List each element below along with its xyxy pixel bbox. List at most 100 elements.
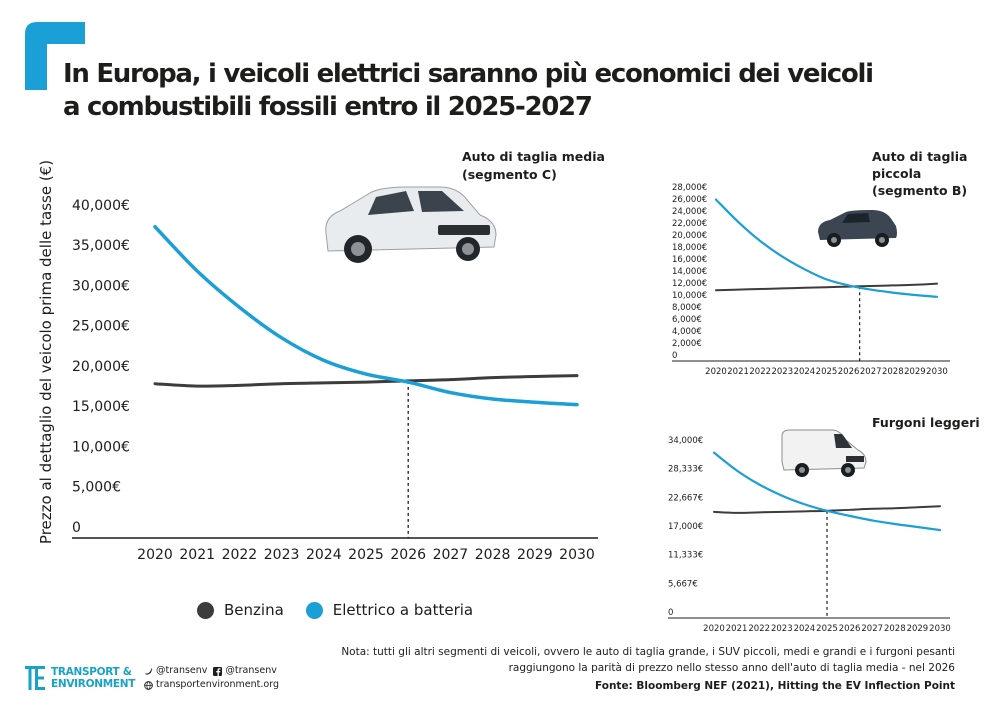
facebook-handle: @transenv: [225, 665, 277, 676]
twitter-handle: @transenv: [156, 665, 208, 676]
legend-item-petrol: Benzina: [197, 601, 284, 619]
facebook-icon: [213, 666, 223, 676]
x-tick-label: 2029: [517, 547, 553, 563]
x-tick-label: 2026: [839, 624, 861, 634]
y-tick-label: 26,000€: [672, 195, 707, 205]
main-y-axis-label: Prezzo al dettaglio del veicolo prima de…: [37, 160, 55, 544]
chart-light-vans: 34,000€ 28,333€ 22,667€ 17,000€ 11,333€ 5,667…: [668, 436, 951, 634]
y-tick-label: 5,667€: [668, 579, 698, 589]
brand-name-line-1: TRANSPORT &: [51, 666, 132, 678]
main-chart-title-line-2: (segmento C): [462, 167, 557, 182]
van-chart-title: Furgoni leggeri: [872, 415, 980, 430]
brand-name: TRANSPORT & ENVIRONMENT: [51, 666, 135, 690]
y-tick-label: 17,000€: [668, 522, 703, 532]
source-credit: Fonte: Bloomberg NEF (2021), Hitting the…: [594, 680, 955, 692]
y-tick-label: 24,000€: [672, 207, 707, 217]
y-tick-label: 34,000€: [668, 436, 703, 446]
y-tick-label: 20,000€: [72, 359, 130, 375]
footnote: Nota: tutti gli altri segmenti di veicol…: [315, 644, 955, 676]
y-tick-label: 40,000€: [72, 198, 130, 214]
x-tick-label: 2025: [348, 547, 384, 563]
x-tick-label: 2020: [137, 547, 173, 563]
legend-electric-label: Elettrico a batteria: [332, 601, 474, 619]
y-tick-label: 18,000€: [672, 243, 707, 253]
electric-series-line: [714, 198, 939, 298]
title-line-1: In Europa, i veicoli elettrici saranno p…: [63, 59, 874, 89]
website-url: transportenvironment.org: [156, 679, 279, 690]
brand-logo[interactable]: TRANSPORT & ENVIRONMENT: [25, 666, 135, 690]
y-tick-label: 35,000€: [72, 238, 130, 254]
x-tick-label: 2030: [559, 547, 595, 563]
x-tick-label: 2023: [264, 547, 300, 563]
y-tick-label: 25,000€: [72, 319, 130, 335]
corner-accent-mark: [25, 22, 85, 90]
petrol-series-line: [153, 374, 579, 388]
legend-petrol-swatch: [197, 601, 214, 619]
x-tick-label: 2030: [929, 624, 951, 634]
y-tick-label: 28,333€: [668, 465, 703, 475]
y-tick-label: 22,667€: [668, 493, 703, 503]
x-tick-label: 2027: [860, 367, 882, 377]
x-tick-label: 2021: [726, 624, 748, 634]
y-tick-label: 14,000€: [672, 267, 707, 277]
petrol-series-line: [715, 282, 938, 292]
x-tick-label: 2024: [306, 547, 342, 563]
y-tick-label: 0: [672, 351, 677, 361]
facebook-link[interactable]: @transenv: [213, 665, 277, 677]
x-tick-label: 2025: [816, 624, 838, 634]
y-tick-label: 10,000€: [72, 439, 130, 455]
x-tick-label: 2020: [705, 367, 727, 377]
chart-segment-c: 40,000€ 35,000€ 30,000€ 25,000€ 20,000€ 15,00…: [72, 198, 598, 563]
chart-segment-b: 28,000€ 26,000€ 24,000€ 22,000€ 20,000€ 18,00…: [672, 183, 950, 377]
electric-series-line: [712, 451, 942, 532]
twitter-icon: [144, 667, 153, 675]
x-tick-label: 2024: [794, 624, 816, 634]
x-tick-label: 2021: [179, 547, 215, 563]
y-tick-label: 5,000€: [72, 480, 121, 496]
y-tick-label: 11,333€: [668, 551, 703, 561]
y-tick-label: 6,000€: [672, 315, 702, 325]
social-links: @transenv @transenv transportenvironment…: [144, 665, 279, 691]
x-tick-label: 2023: [771, 367, 793, 377]
legend-electric-swatch: [305, 601, 323, 619]
brand-name-line-2: ENVIRONMENT: [51, 678, 136, 690]
footnote-line-2: raggiungono la parità di prezzo nello st…: [508, 662, 955, 674]
x-tick-label: 2023: [771, 624, 793, 634]
te-logo-icon: [25, 666, 45, 690]
x-tick-label: 2021: [727, 367, 749, 377]
x-tick-label: 2026: [390, 547, 426, 563]
y-tick-label: 15,000€: [72, 399, 130, 415]
small-chart-title-line-3: (segmento B): [872, 183, 967, 198]
x-tick-label: 2024: [794, 367, 816, 377]
y-tick-label: 22,000€: [672, 219, 707, 229]
x-tick-label: 2028: [882, 367, 904, 377]
electric-series-line: [153, 224, 579, 407]
y-tick-label: 2,000€: [672, 339, 702, 349]
y-tick-label: 12,000€: [672, 279, 707, 289]
y-tick-label: 10,000€: [672, 291, 707, 301]
x-tick-label: 2020: [703, 624, 725, 634]
y-tick-label: 4,000€: [672, 327, 702, 337]
x-tick-label: 2028: [884, 624, 906, 634]
website-link[interactable]: transportenvironment.org: [144, 679, 279, 691]
y-tick-label: 0: [72, 520, 81, 536]
y-tick-label: 28,000€: [672, 183, 707, 193]
y-tick-label: 16,000€: [672, 255, 707, 265]
x-tick-label: 2026: [838, 367, 860, 377]
x-tick-label: 2027: [433, 547, 469, 563]
x-tick-label: 2029: [904, 367, 926, 377]
legend: Benzina Elettrico a batteria: [197, 601, 495, 619]
small-chart-title-line-2: piccola: [872, 166, 921, 181]
x-tick-label: 2022: [749, 367, 771, 377]
twitter-link[interactable]: @transenv: [144, 665, 207, 677]
legend-item-electric: Elettrico a batteria: [305, 601, 474, 619]
y-tick-label: 20,000€: [672, 231, 707, 241]
x-tick-label: 2022: [748, 624, 770, 634]
van-icon: [781, 429, 867, 477]
globe-icon: [144, 680, 153, 690]
x-tick-label: 2028: [475, 547, 511, 563]
y-tick-label: 30,000€: [72, 278, 130, 294]
main-chart-title-line-1: Auto di taglia media: [462, 149, 605, 164]
small-chart-title-line-1: Auto di taglia: [872, 149, 967, 164]
